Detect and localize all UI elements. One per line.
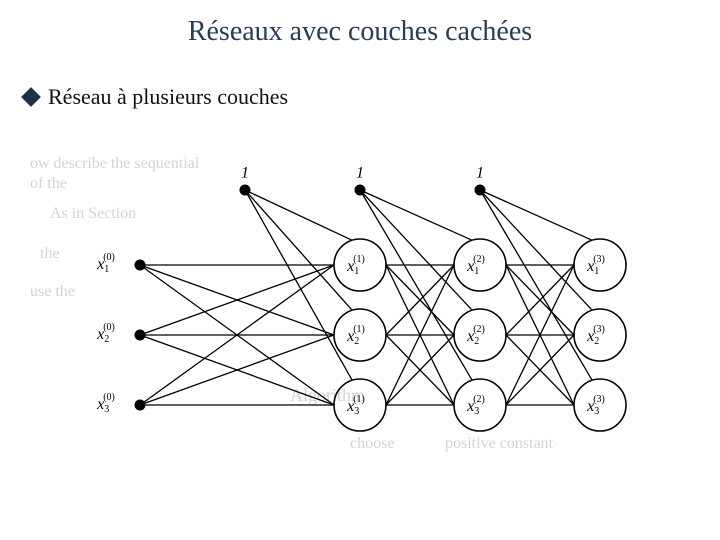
network-svg: 1x1(0)x2(0)x3(0)1x1(1)x2(1)x3(1)1x1(2)x2… [50, 145, 690, 465]
bias-edge [480, 190, 592, 240]
input-label: x1(0) [96, 252, 115, 275]
bias-dot [240, 185, 250, 195]
bullet-text: Réseau à plusieurs couches [48, 84, 288, 110]
bias-edge [360, 190, 472, 240]
bias-edge [245, 190, 352, 310]
bias-label: 1 [241, 165, 249, 182]
input-dot [135, 260, 145, 270]
bias-dot [475, 185, 485, 195]
diamond-bullet-icon [21, 87, 41, 107]
input-label: x3(0) [96, 392, 115, 415]
input-label: x2(0) [96, 322, 115, 345]
input-dot [135, 400, 145, 410]
slide-title: Réseaux avec couches cachées [0, 16, 720, 48]
bias-label: 1 [476, 165, 484, 182]
bias-edge [245, 190, 352, 240]
input-dot [135, 330, 145, 340]
bias-dot [355, 185, 365, 195]
network-diagram: ow describe the sequentialof theAs in Se… [50, 145, 690, 465]
bias-label: 1 [356, 165, 364, 182]
bullet-row: Réseau à plusieurs couches [24, 84, 288, 110]
